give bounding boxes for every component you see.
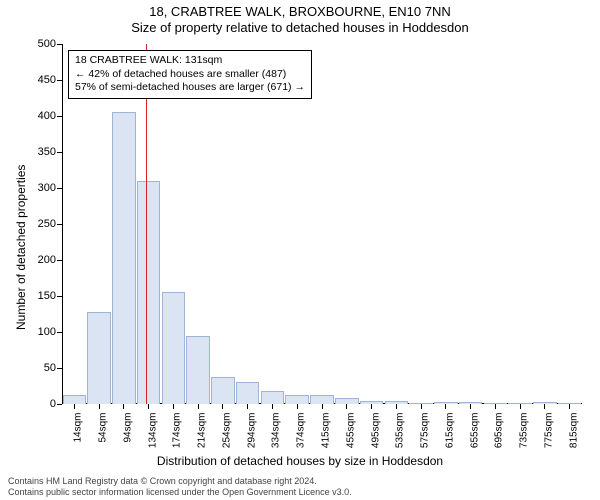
histogram-bar [137, 181, 161, 404]
x-tick [222, 404, 223, 409]
plot-area: 05010015020025030035040045050014sqm54sqm… [62, 44, 582, 404]
x-axis-label: Distribution of detached houses by size … [0, 454, 600, 468]
histogram-bar [186, 336, 210, 404]
histogram-bar [162, 292, 186, 404]
x-tick-label: 695sqm [494, 413, 505, 449]
x-tick [272, 404, 273, 409]
x-tick [148, 404, 149, 409]
x-tick [569, 404, 570, 409]
x-tick [495, 404, 496, 409]
x-tick [99, 404, 100, 409]
y-tick-label: 400 [38, 110, 56, 122]
x-tick-label: 134sqm [147, 413, 158, 449]
histogram-bar [310, 395, 334, 404]
x-tick [322, 404, 323, 409]
y-tick [57, 296, 62, 297]
x-tick-label: 655sqm [469, 413, 480, 449]
y-tick [57, 116, 62, 117]
y-tick-label: 150 [38, 290, 56, 302]
histogram-bar [261, 391, 285, 404]
x-tick-label: 94sqm [122, 413, 133, 443]
x-tick-label: 14sqm [73, 413, 84, 443]
y-tick [57, 224, 62, 225]
histogram-bar [285, 395, 309, 404]
histogram-bar [112, 112, 136, 404]
info-box-line2: ← 42% of detached houses are smaller (48… [75, 68, 305, 82]
x-tick [520, 404, 521, 409]
y-tick-label: 500 [38, 38, 56, 50]
y-tick [57, 260, 62, 261]
histogram-bar [211, 377, 235, 404]
x-tick [544, 404, 545, 409]
chart-title-line2: Size of property relative to detached ho… [0, 20, 600, 35]
y-tick-label: 300 [38, 182, 56, 194]
x-tick [470, 404, 471, 409]
x-tick [74, 404, 75, 409]
x-tick-label: 334sqm [271, 413, 282, 449]
x-tick-label: 254sqm [221, 413, 232, 449]
footer-line1: Contains HM Land Registry data © Crown c… [8, 476, 352, 487]
histogram-bar [236, 382, 260, 404]
x-tick-label: 374sqm [296, 413, 307, 449]
y-axis-line [62, 44, 63, 404]
chart-container: 18, CRABTREE WALK, BROXBOURNE, EN10 7NN … [0, 0, 600, 500]
y-tick-label: 450 [38, 74, 56, 86]
y-tick [57, 152, 62, 153]
y-tick-label: 250 [38, 218, 56, 230]
x-tick-label: 214sqm [197, 413, 208, 449]
x-tick-label: 415sqm [321, 413, 332, 449]
y-tick-label: 100 [38, 326, 56, 338]
x-tick-label: 174sqm [172, 413, 183, 449]
y-tick [57, 404, 62, 405]
y-tick-label: 350 [38, 146, 56, 158]
histogram-bar [63, 395, 87, 404]
y-tick [57, 188, 62, 189]
x-tick-label: 575sqm [420, 413, 431, 449]
histogram-bar [87, 312, 111, 404]
y-tick [57, 332, 62, 333]
info-box-line1: 18 CRABTREE WALK: 131sqm [75, 54, 305, 68]
x-tick [247, 404, 248, 409]
y-tick-label: 50 [44, 362, 56, 374]
x-tick [445, 404, 446, 409]
info-box: 18 CRABTREE WALK: 131sqm ← 42% of detach… [68, 50, 312, 99]
y-tick-label: 200 [38, 254, 56, 266]
x-tick [421, 404, 422, 409]
x-tick [396, 404, 397, 409]
x-tick-label: 54sqm [98, 413, 109, 443]
x-tick-label: 775sqm [543, 413, 554, 449]
x-tick-label: 455sqm [345, 413, 356, 449]
x-tick-label: 495sqm [370, 413, 381, 449]
x-tick [198, 404, 199, 409]
x-tick [173, 404, 174, 409]
x-tick [371, 404, 372, 409]
y-axis-label: Number of detached properties [14, 165, 28, 330]
y-tick [57, 368, 62, 369]
y-tick-label: 0 [50, 398, 56, 410]
x-tick [123, 404, 124, 409]
info-box-line3: 57% of semi-detached houses are larger (… [75, 81, 305, 95]
x-tick-label: 294sqm [246, 413, 257, 449]
chart-title-line1: 18, CRABTREE WALK, BROXBOURNE, EN10 7NN [0, 4, 600, 19]
y-tick [57, 44, 62, 45]
x-tick-label: 735sqm [519, 413, 530, 449]
x-tick-label: 815sqm [568, 413, 579, 449]
y-tick [57, 80, 62, 81]
x-tick [297, 404, 298, 409]
x-tick-label: 535sqm [395, 413, 406, 449]
x-tick-label: 615sqm [444, 413, 455, 449]
footer-line2: Contains public sector information licen… [8, 487, 352, 498]
footer-text: Contains HM Land Registry data © Crown c… [8, 476, 352, 499]
x-tick [346, 404, 347, 409]
